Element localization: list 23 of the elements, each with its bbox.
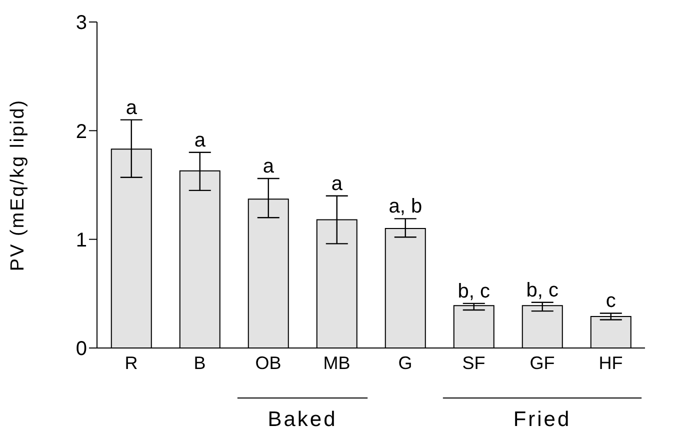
data-label: c bbox=[606, 290, 616, 312]
data-label: a bbox=[262, 155, 275, 178]
x-tick-label: G bbox=[398, 352, 412, 373]
y-tick-label: 2 bbox=[76, 120, 87, 143]
x-tick-label: GF bbox=[530, 352, 555, 373]
y-axis-title: PV (mEq/kg lipid) bbox=[8, 98, 29, 272]
data-label: a bbox=[194, 129, 206, 152]
data-label: a, b bbox=[388, 196, 422, 218]
data-label: b, c bbox=[458, 280, 490, 302]
data-label: a bbox=[126, 96, 138, 119]
data-label: a bbox=[331, 172, 344, 195]
x-tick-label: B bbox=[194, 352, 206, 373]
data-label: b, c bbox=[526, 279, 559, 302]
y-tick-label: 3 bbox=[76, 12, 87, 34]
x-tick-label: MB bbox=[323, 352, 350, 373]
x-tick-label: R bbox=[124, 352, 138, 373]
y-tick-label: 1 bbox=[76, 229, 87, 252]
text: Baked bbox=[268, 408, 338, 431]
x-tick-label: HF bbox=[598, 352, 623, 373]
x-tick-label: OB bbox=[255, 352, 282, 373]
text: Fried bbox=[513, 408, 572, 431]
y-tick-label: 0 bbox=[76, 338, 87, 360]
x-tick-label: SF bbox=[462, 352, 486, 373]
